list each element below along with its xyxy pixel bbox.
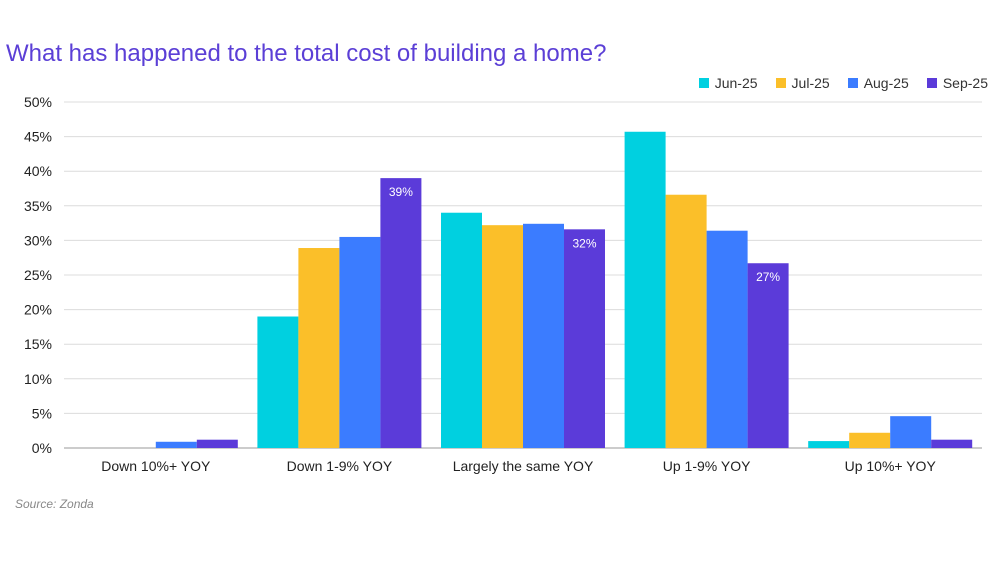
legend-label-jun: Jun-25 xyxy=(714,75,758,91)
bar-jul-25 xyxy=(298,248,340,448)
y-tick-label: 20% xyxy=(24,302,52,318)
bar-aug-25 xyxy=(523,223,564,448)
bar-sep-25 xyxy=(747,263,789,448)
chart-title: What has happened to the total cost of b… xyxy=(6,40,607,67)
y-tick-label: 10% xyxy=(24,371,52,387)
y-tick-label: 35% xyxy=(24,198,52,214)
data-label: 39% xyxy=(389,185,413,199)
bars xyxy=(155,131,973,449)
bar-aug-25 xyxy=(890,416,932,448)
x-category-label: Largely the same YOY xyxy=(453,458,594,474)
bar-jul-25 xyxy=(665,194,707,448)
legend-item-aug: Aug-25 xyxy=(847,75,909,91)
bar-sep-25 xyxy=(564,229,605,448)
data-label: 27% xyxy=(756,270,780,284)
legend-item-jul: Jul-25 xyxy=(775,75,830,91)
legend-item-sep: Sep-25 xyxy=(926,75,988,91)
legend-swatch-aug xyxy=(847,78,858,88)
y-tick-label: 30% xyxy=(24,232,52,248)
y-tick-label: 50% xyxy=(24,94,52,110)
y-axis: 0% 5% 10% 15% 20% 25% 30% 35% 40% 45% 50% xyxy=(24,94,52,456)
x-category-label: Up 1-9% YOY xyxy=(663,458,751,474)
y-tick-label: 5% xyxy=(32,405,52,421)
x-axis: Down 10%+ YOY Down 1-9% YOY Largely the sa… xyxy=(101,458,936,474)
bar-aug-25 xyxy=(155,441,197,448)
bar-jun-25 xyxy=(441,212,482,448)
bar-jun-25 xyxy=(808,441,850,448)
bar-aug-25 xyxy=(339,236,381,448)
bar-jun-25 xyxy=(624,131,666,449)
legend-swatch-jun xyxy=(698,78,709,88)
legend-item-jun: Jun-25 xyxy=(698,75,758,91)
y-tick-label: 15% xyxy=(24,336,52,352)
y-tick-label: 45% xyxy=(24,129,52,145)
y-tick-label: 40% xyxy=(24,163,52,179)
source-note: Source: Zonda xyxy=(15,497,94,511)
bar-jul-25 xyxy=(482,225,523,448)
bar-sep-25 xyxy=(931,439,973,448)
bar-jun-25 xyxy=(257,316,299,448)
data-labels: 39% 32% 27% xyxy=(389,185,781,284)
bar-sep-25 xyxy=(196,439,238,448)
x-category-label: Down 1-9% YOY xyxy=(287,458,393,474)
bar-aug-25 xyxy=(706,230,748,448)
legend-swatch-sep xyxy=(926,78,937,88)
y-tick-label: 25% xyxy=(24,267,52,283)
y-tick-label: 0% xyxy=(32,440,52,456)
legend-swatch-jul xyxy=(775,78,786,88)
bar-sep-25 xyxy=(380,178,422,448)
chart-legend: Jun-25 Jul-25 Aug-25 Sep-25 xyxy=(698,75,988,91)
x-category-label: Up 10%+ YOY xyxy=(845,458,937,474)
data-label: 32% xyxy=(572,236,596,250)
x-category-label: Down 10%+ YOY xyxy=(101,458,211,474)
bar-jul-25 xyxy=(849,432,891,448)
legend-label-aug: Aug-25 xyxy=(863,75,909,91)
legend-label-jul: Jul-25 xyxy=(791,75,830,91)
legend-label-sep: Sep-25 xyxy=(942,75,988,91)
